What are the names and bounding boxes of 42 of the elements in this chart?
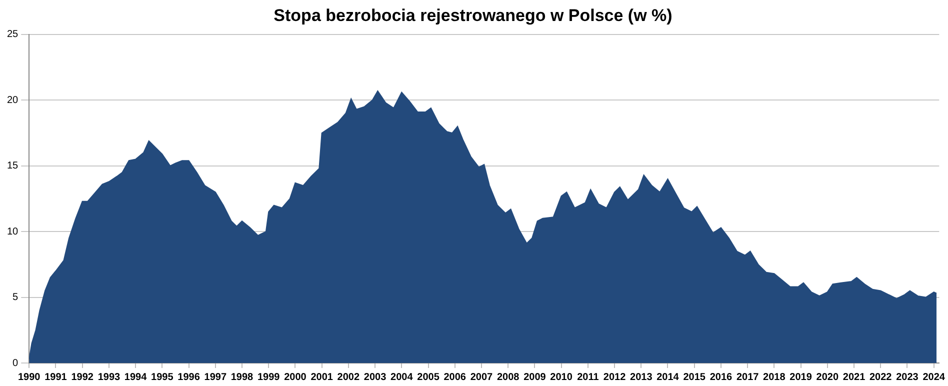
x-tick-label: 2016 [710,372,733,383]
x-tick-label: 2002 [337,372,360,383]
y-tick-label: 5 [12,292,19,304]
x-tick-label: 2018 [763,372,786,383]
x-tick-label: 2011 [577,372,600,383]
x-tick-label: 2001 [310,372,334,383]
x-tick-label: 1992 [71,372,94,383]
y-tick-label: 15 [7,160,19,172]
x-tick-label: 2014 [656,372,680,383]
x-tick-label: 2010 [550,372,573,383]
x-tick-label: 1998 [230,372,254,383]
x-tick-label: 2003 [364,372,387,383]
x-tick-label: 2012 [603,372,626,383]
x-tick-label: 2020 [816,372,839,383]
x-tick-label: 2004 [390,372,414,383]
y-tick-label: 20 [7,94,19,106]
y-tick-label: 0 [12,358,19,369]
y-tick-label: 10 [7,226,19,238]
x-tick-label: 2023 [896,372,919,383]
x-tick-label: 1997 [204,372,227,383]
x-tick-label: 1993 [98,372,121,383]
x-tick-label: 2019 [790,372,812,383]
x-tick-label: 2005 [417,372,440,383]
x-tick-label: 2013 [630,372,653,383]
y-tick-label: 25 [7,29,19,40]
chart-title: Stopa bezrobocia rejestrowanego w Polsce (w %) [274,6,672,25]
x-tick-label: 2024 [922,372,946,383]
x-tick-label: 2022 [870,372,892,383]
x-tick-label: 1990 [18,372,41,383]
x-tick-label: 2000 [284,372,307,383]
x-tick-label: 1994 [124,372,148,383]
x-tick-label: 1995 [151,372,174,383]
x-tick-label: 1991 [44,372,68,383]
x-tick-label: 2021 [842,372,866,383]
x-tick-label: 2015 [683,372,706,383]
x-tick-label: 2006 [444,372,466,383]
x-tick-label: 2007 [470,372,494,383]
x-tick-label: 2009 [524,372,546,383]
x-tick-label: 1996 [178,372,200,383]
x-tick-label: 2017 [736,372,760,383]
x-tick-label: 2008 [496,372,520,383]
x-tick-label: 1999 [257,372,280,383]
